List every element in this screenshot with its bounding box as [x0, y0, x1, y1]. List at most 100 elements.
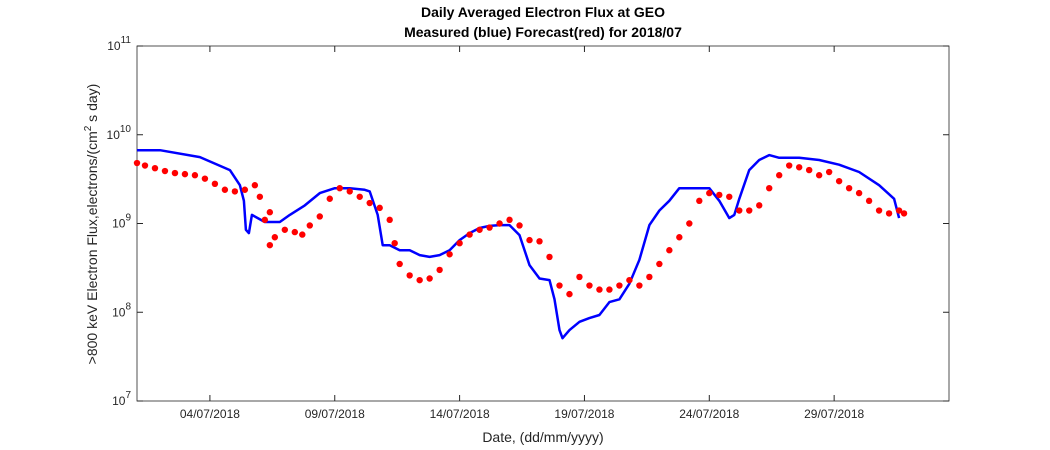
measured-line — [137, 148, 901, 340]
forecast-point — [231, 188, 239, 195]
forecast-point — [706, 189, 713, 197]
plot-area — [136, 45, 950, 402]
forecast-point — [261, 216, 269, 224]
forecast-point — [366, 199, 373, 207]
forecast-point — [526, 236, 533, 244]
x-tick-label: 14/07/2018 — [430, 407, 490, 421]
forecast-point — [316, 213, 323, 220]
forecast-point — [241, 186, 249, 193]
forecast-point — [291, 228, 299, 236]
forecast-point — [815, 172, 823, 179]
forecast-point — [766, 184, 773, 192]
forecast-point — [756, 202, 763, 209]
forecast-point — [776, 172, 783, 179]
forecast-point — [746, 207, 753, 214]
y-axis-label-text: >800 keV Electron Flux,electrons/(cm — [84, 131, 100, 364]
forecast-point — [506, 216, 513, 224]
forecast-point — [686, 220, 693, 227]
forecast-point — [576, 273, 583, 281]
forecast-point — [356, 193, 363, 200]
forecast-point — [486, 224, 493, 231]
forecast-point — [346, 188, 353, 195]
forecast-point — [211, 180, 219, 188]
forecast-point — [326, 195, 333, 202]
forecast-point — [466, 231, 473, 238]
y-tick-label: 108 — [112, 301, 131, 319]
forecast-point — [546, 253, 553, 261]
forecast-point — [666, 247, 673, 254]
forecast-point — [586, 282, 593, 289]
forecast-point — [900, 210, 908, 217]
forecast-point — [271, 234, 279, 241]
forecast-point — [696, 197, 703, 205]
forecast-point — [256, 193, 264, 200]
x-tick-label: 04/07/2018 — [180, 407, 240, 421]
forecast-point — [306, 222, 313, 229]
forecast-point — [626, 276, 633, 284]
y-tick-exponent: 10 — [120, 124, 132, 135]
forecast-point — [895, 207, 903, 214]
y-tick-base: 10 — [107, 128, 121, 142]
chart-title: Daily Averaged Electron Flux at GEO — [421, 4, 665, 20]
x-tick-label: 19/07/2018 — [554, 407, 614, 421]
forecast-point — [556, 282, 563, 289]
y-tick-exponent: 11 — [121, 35, 132, 46]
y-tick-label: 107 — [112, 390, 131, 408]
forecast-point — [646, 273, 653, 281]
forecast-point — [875, 207, 883, 214]
y-axis-label: >800 keV Electron Flux,electrons/(cm2 s … — [83, 84, 100, 365]
forecast-point — [446, 251, 453, 258]
forecast-point — [299, 231, 306, 238]
forecast-point — [436, 266, 443, 274]
forecast-point — [281, 226, 289, 233]
forecast-point — [141, 162, 149, 169]
forecast-point — [636, 282, 643, 289]
forecast-point — [476, 226, 483, 233]
forecast-point — [865, 197, 873, 205]
forecast-point — [396, 260, 403, 268]
forecast-point — [221, 186, 229, 193]
y-tick-exponent: 8 — [125, 301, 131, 312]
y-tick-base: 10 — [107, 39, 121, 53]
forecast-point — [426, 275, 433, 282]
forecast-point — [406, 272, 413, 279]
forecast-point — [456, 239, 463, 247]
forecast-point — [716, 191, 723, 199]
y-tick-label: 109 — [112, 213, 131, 231]
forecast-point — [825, 168, 833, 176]
forecast-point — [596, 286, 603, 293]
y-tick-base: 10 — [112, 394, 126, 408]
forecast-point — [336, 184, 343, 192]
forecast-point — [835, 177, 843, 185]
forecast-point — [266, 209, 274, 216]
forecast-point — [885, 210, 893, 217]
forecast-point — [805, 166, 813, 174]
forecast-point — [181, 170, 189, 178]
forecast-point — [566, 290, 573, 298]
y-tick-label: 1010 — [107, 124, 132, 142]
forecast-point — [386, 216, 393, 224]
forecast-point — [191, 172, 199, 179]
forecast-point — [416, 276, 423, 284]
y-tick-base: 10 — [112, 305, 126, 319]
x-tick-label: 29/07/2018 — [804, 407, 864, 421]
forecast-point — [736, 207, 743, 214]
forecast-point — [795, 164, 803, 171]
x-tick-label: 09/07/2018 — [305, 407, 365, 421]
y-axis-label-sup: 2 — [83, 125, 94, 131]
forecast-point — [391, 239, 398, 247]
forecast-point — [201, 175, 209, 182]
x-axis-label: Date, (dd/mm/yyyy) — [482, 429, 603, 445]
forecast-point — [616, 282, 623, 289]
forecast-point — [845, 184, 853, 192]
forecast-point — [855, 189, 863, 197]
forecast-point — [251, 182, 259, 189]
forecast-point — [516, 222, 523, 229]
forecast-point — [726, 193, 733, 200]
y-tick-exponent: 7 — [125, 390, 131, 401]
y-tick-label: 1011 — [107, 35, 131, 53]
chart-subtitle: Measured (blue) Forecast(red) for 2018/0… — [404, 24, 682, 40]
x-tick-label: 24/07/2018 — [679, 407, 739, 421]
forecast-point — [785, 162, 793, 169]
